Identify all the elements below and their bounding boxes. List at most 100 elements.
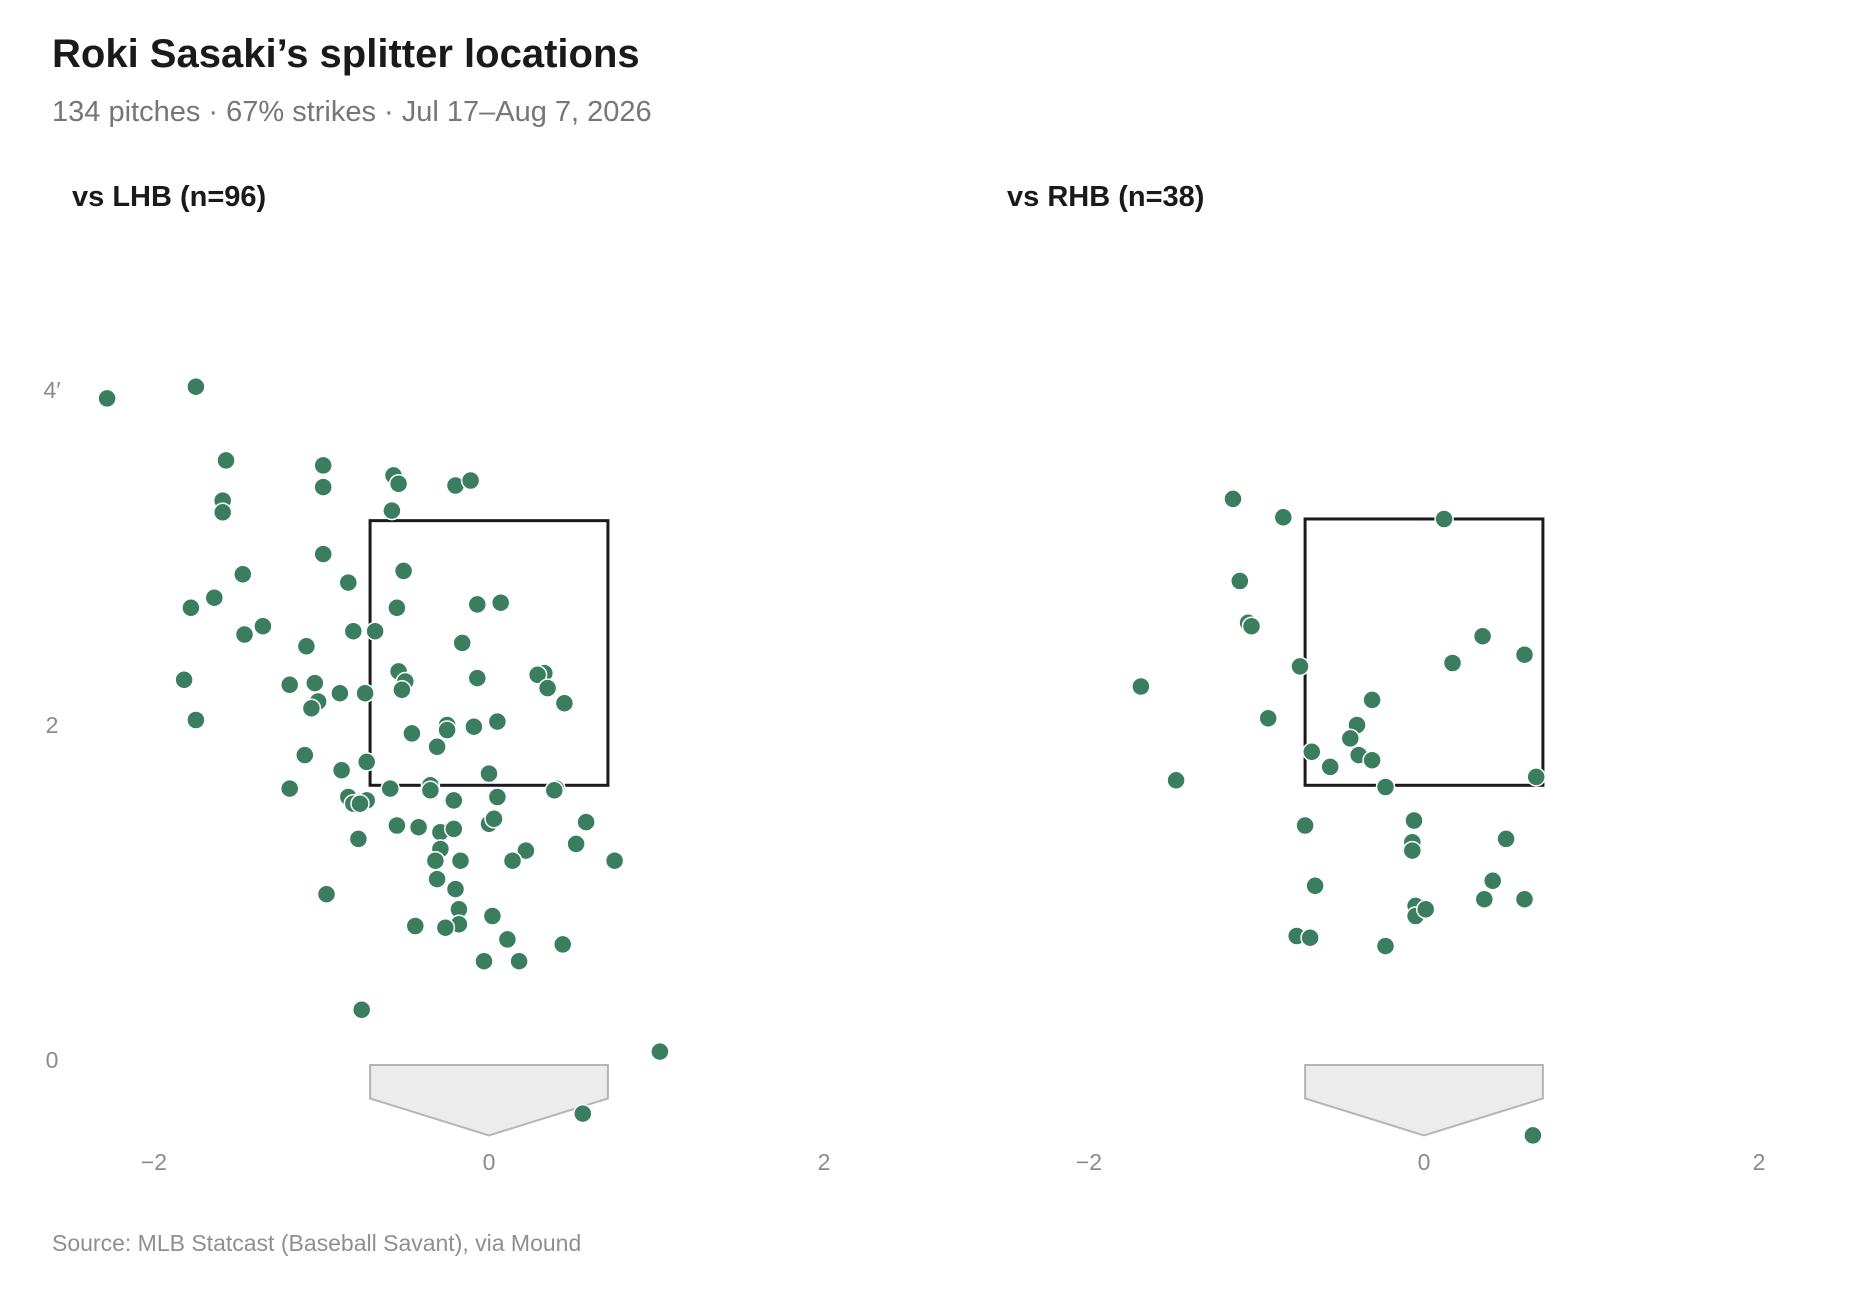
pitch-point [186, 376, 206, 397]
pitch-point [234, 624, 255, 645]
pitch-point [554, 693, 575, 713]
panel-title-vs-lhb: vs LHB (n=96) [72, 181, 266, 213]
pitch-point [502, 850, 523, 871]
pitch-point [452, 633, 472, 653]
pitch-point [1290, 656, 1310, 677]
pitch-point [365, 621, 385, 641]
y-tick-label: 2 [46, 712, 59, 738]
pitch-point [343, 621, 364, 641]
pitch-point [1526, 767, 1546, 787]
pitch-point [380, 778, 400, 799]
pitch-point [464, 716, 484, 737]
pitch-point [296, 636, 317, 657]
pitch-point [487, 711, 508, 732]
pitch-point [482, 906, 503, 926]
pitch-point [490, 592, 511, 613]
pitch-point [1375, 777, 1396, 797]
pitch-point [1305, 876, 1325, 896]
x-tick-label-lhb: 0 [483, 1149, 496, 1175]
pitch-point [1302, 742, 1322, 762]
pitch-point [405, 916, 426, 936]
pitch-point [305, 673, 325, 693]
pitch-point [301, 698, 322, 719]
pitch-point [1434, 509, 1454, 529]
pitch-point [1514, 644, 1535, 665]
pitch-point [233, 564, 253, 585]
x-tick-label-lhb: −2 [141, 1149, 167, 1175]
pitch-point [253, 616, 273, 636]
pitch-point [497, 929, 518, 950]
pitch-point [204, 587, 225, 608]
pitch-point [1415, 899, 1436, 920]
pitch-point [388, 474, 409, 494]
pitch-point [1362, 690, 1382, 710]
pitch-point [392, 680, 412, 700]
pitch-point [1523, 1125, 1543, 1146]
pitch-point [313, 477, 333, 497]
home-plate-rhb [1304, 1064, 1544, 1137]
pitch-point [516, 840, 536, 861]
pitch-point [537, 678, 558, 698]
pitch-point [1131, 676, 1151, 697]
pitch-point [313, 455, 333, 476]
pitch-point [316, 884, 337, 904]
pitch-point [408, 817, 429, 837]
pitch-point [445, 879, 466, 899]
pitch-point [604, 850, 625, 871]
pitch-point [382, 500, 402, 521]
panel-vs-rhb: vs RHB (n=38) −2 0 2 [1007, 181, 1765, 1175]
pitch-point [1362, 750, 1382, 770]
pitch-point [331, 760, 352, 780]
pitch-point [1258, 708, 1278, 729]
pitch-point [444, 819, 464, 839]
pitch-point [544, 780, 565, 801]
x-tick-label-rhb: 0 [1418, 1149, 1431, 1175]
pitch-point [279, 778, 300, 799]
pitch-point [576, 812, 596, 832]
pitch-point [450, 850, 471, 871]
pitch-point [437, 720, 457, 740]
pitch-point [387, 598, 407, 618]
pitch-point [1295, 815, 1315, 836]
pitch-point [1273, 507, 1294, 528]
pitch-point [97, 388, 117, 409]
pitch-point [1300, 927, 1320, 948]
pitch-point [650, 1041, 670, 1062]
pitch-point [527, 665, 548, 685]
pitch-point [387, 815, 407, 836]
pitch-point [1375, 936, 1396, 956]
y-tick-label: 4′ [43, 377, 60, 403]
pitch-point [279, 675, 300, 695]
pitch-point [467, 594, 488, 615]
pitch-point [351, 1000, 372, 1020]
pitch-point [1514, 889, 1535, 909]
pitch-point [338, 572, 359, 593]
strike-zone-rhb [1303, 517, 1545, 787]
pitch-point [427, 737, 447, 757]
pitch-point [479, 763, 499, 784]
pitch-point [348, 829, 369, 849]
home-plate-lhb [369, 1064, 609, 1137]
pitch-point [1320, 757, 1340, 777]
pitch-point [295, 745, 315, 765]
pitch-point [1230, 571, 1250, 591]
pitch-point [425, 850, 446, 871]
pitch-point [427, 869, 447, 889]
pitch-point [1241, 616, 1262, 636]
pitch-point [212, 502, 233, 523]
panel-title-vs-rhb: vs RHB (n=38) [1007, 181, 1204, 213]
pitch-point [1442, 653, 1463, 673]
pitch-point [467, 668, 488, 688]
pitch-point [330, 683, 350, 703]
pitch-point [460, 470, 481, 491]
pitch-point [174, 670, 194, 690]
pitch-point [474, 951, 494, 971]
pitch-point [402, 723, 422, 744]
pitch-point [566, 834, 586, 854]
pitch-point [573, 1103, 593, 1124]
chart-title: Roki Sasaki’s splitter locations [52, 32, 640, 76]
strike-zone-lhb [368, 519, 610, 787]
pitch-point [1496, 829, 1516, 849]
pitch-point [1340, 728, 1361, 749]
pitch-point [435, 917, 456, 938]
